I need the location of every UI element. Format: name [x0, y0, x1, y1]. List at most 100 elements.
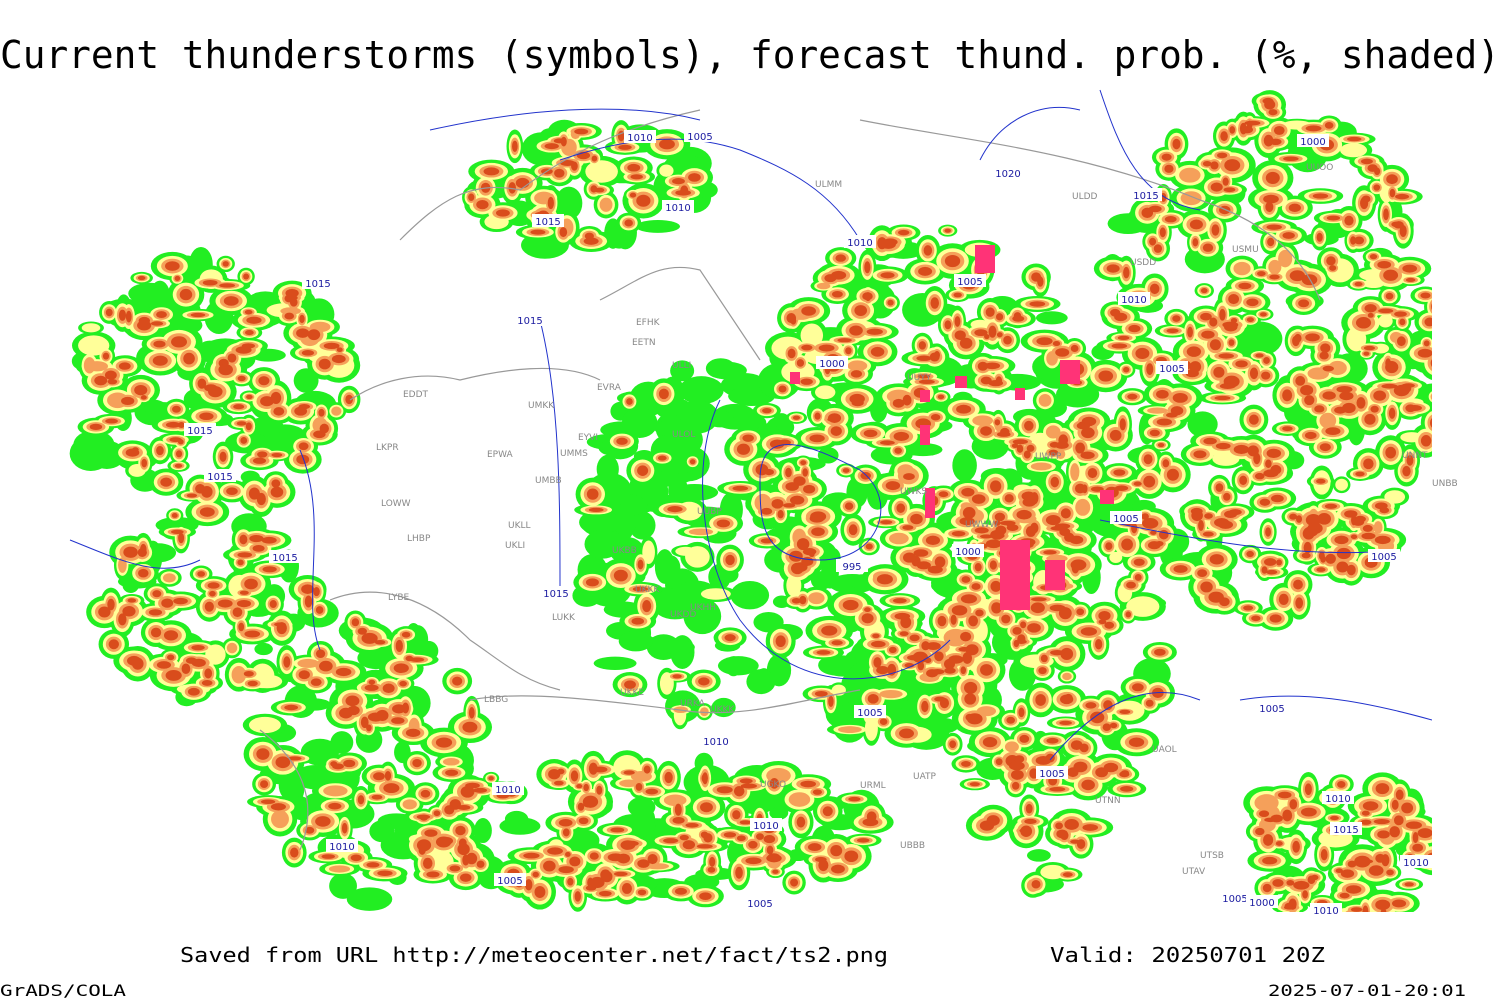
- shade-blob: [399, 680, 407, 687]
- shade-blob: [790, 562, 804, 575]
- shade-blob: [701, 773, 708, 783]
- shade-blob: [627, 797, 656, 818]
- shade-blob: [679, 834, 689, 841]
- shade-blob: [377, 870, 393, 876]
- shade-blob: [948, 655, 964, 664]
- shade-blob: [769, 778, 779, 789]
- shade-blob: [792, 415, 801, 420]
- shade-blob: [1109, 722, 1118, 729]
- shade-blob: [260, 396, 274, 407]
- shade-blob: [637, 889, 647, 896]
- shade-blob: [323, 342, 340, 350]
- shade-blob: [934, 556, 946, 568]
- shade-blob: [1035, 311, 1068, 325]
- shade-blob: [270, 803, 286, 811]
- shade-blob: [1268, 259, 1282, 275]
- shade-blob: [637, 465, 649, 476]
- shade-blob: [1430, 393, 1432, 401]
- shade-blob: [218, 364, 233, 376]
- shade-blob: [336, 347, 343, 353]
- shade-blob: [345, 695, 360, 707]
- shade-blob: [917, 661, 925, 671]
- shade-blob: [985, 307, 995, 317]
- shade-blob: [850, 370, 863, 378]
- shade-blob: [637, 559, 644, 570]
- shade-blob: [740, 783, 757, 789]
- shade-blob: [1087, 468, 1098, 479]
- shade-blob: [343, 759, 356, 768]
- shade-blob: [642, 600, 652, 613]
- shade-blob: [515, 177, 530, 189]
- shade-blob: [996, 332, 1003, 338]
- shade-blob: [382, 683, 395, 694]
- shade-blob: [856, 838, 870, 843]
- shade-blob: [323, 785, 348, 797]
- shade-blob: [873, 657, 882, 668]
- shade-blob: [1036, 337, 1053, 346]
- shade-blob: [730, 413, 767, 432]
- shade-blob: [420, 789, 431, 798]
- shade-blob: [89, 423, 103, 430]
- shade-blob: [1070, 344, 1079, 352]
- shade-blob: [623, 770, 635, 775]
- shade-blob: [187, 687, 200, 696]
- shade-blob: [917, 374, 931, 379]
- shade-blob: [138, 568, 149, 578]
- shade-blob: [816, 282, 831, 290]
- shade-blob: [105, 418, 118, 424]
- shade-blob: [553, 780, 564, 786]
- shade-blob: [588, 762, 598, 775]
- shade-blob: [179, 288, 193, 301]
- shade-blob: [457, 805, 471, 811]
- shade-blob: [298, 670, 310, 680]
- shade-blob: [876, 574, 893, 585]
- shade-blob: [319, 660, 333, 672]
- shade-blob: [405, 728, 421, 737]
- shade-blob: [918, 266, 933, 276]
- shade-blob: [174, 463, 183, 468]
- shade-blob: [700, 707, 709, 717]
- shade-blob: [204, 601, 214, 612]
- shade-blob: [231, 665, 247, 684]
- shade-blob: [585, 160, 618, 183]
- shade-blob: [280, 307, 301, 315]
- shade-blob: [864, 261, 871, 274]
- shade-blob: [222, 261, 229, 267]
- shade-blob: [488, 776, 494, 781]
- shade-blob: [571, 161, 578, 171]
- shade-blob: [558, 866, 574, 874]
- shade-blob: [585, 885, 597, 891]
- shade-blob: [301, 349, 315, 356]
- shade-blob: [1030, 462, 1052, 471]
- shade-blob: [248, 487, 260, 500]
- shade-blob: [1340, 143, 1368, 158]
- shade-blob: [903, 473, 915, 481]
- shade-blob: [674, 803, 682, 816]
- shade-blob: [739, 820, 752, 825]
- shade-blob: [285, 288, 299, 298]
- shade-blob: [923, 245, 933, 256]
- shade-blob: [1090, 711, 1105, 724]
- shade-blob: [847, 360, 868, 372]
- shade-blob: [599, 197, 613, 212]
- shade-blob: [347, 705, 360, 716]
- shade-blob: [796, 816, 806, 828]
- shade-blob: [1081, 427, 1095, 439]
- shade-blob: [237, 559, 244, 566]
- shade-blob: [1378, 314, 1393, 328]
- shade-blob: [682, 840, 696, 850]
- shade-blob: [570, 770, 579, 782]
- shade-blob: [468, 707, 475, 719]
- shade-blob: [217, 599, 233, 608]
- shade-blob: [1179, 167, 1201, 183]
- shade-blob: [547, 847, 563, 855]
- shade-blob: [672, 816, 685, 824]
- shade-blob: [785, 482, 799, 491]
- shade-blob: [395, 639, 403, 652]
- shade-blob: [156, 311, 167, 319]
- shade-blob: [903, 552, 917, 563]
- shade-blob: [696, 844, 713, 849]
- shade-blob: [732, 485, 749, 491]
- shade-blob: [918, 379, 935, 385]
- shade-blob: [169, 437, 182, 443]
